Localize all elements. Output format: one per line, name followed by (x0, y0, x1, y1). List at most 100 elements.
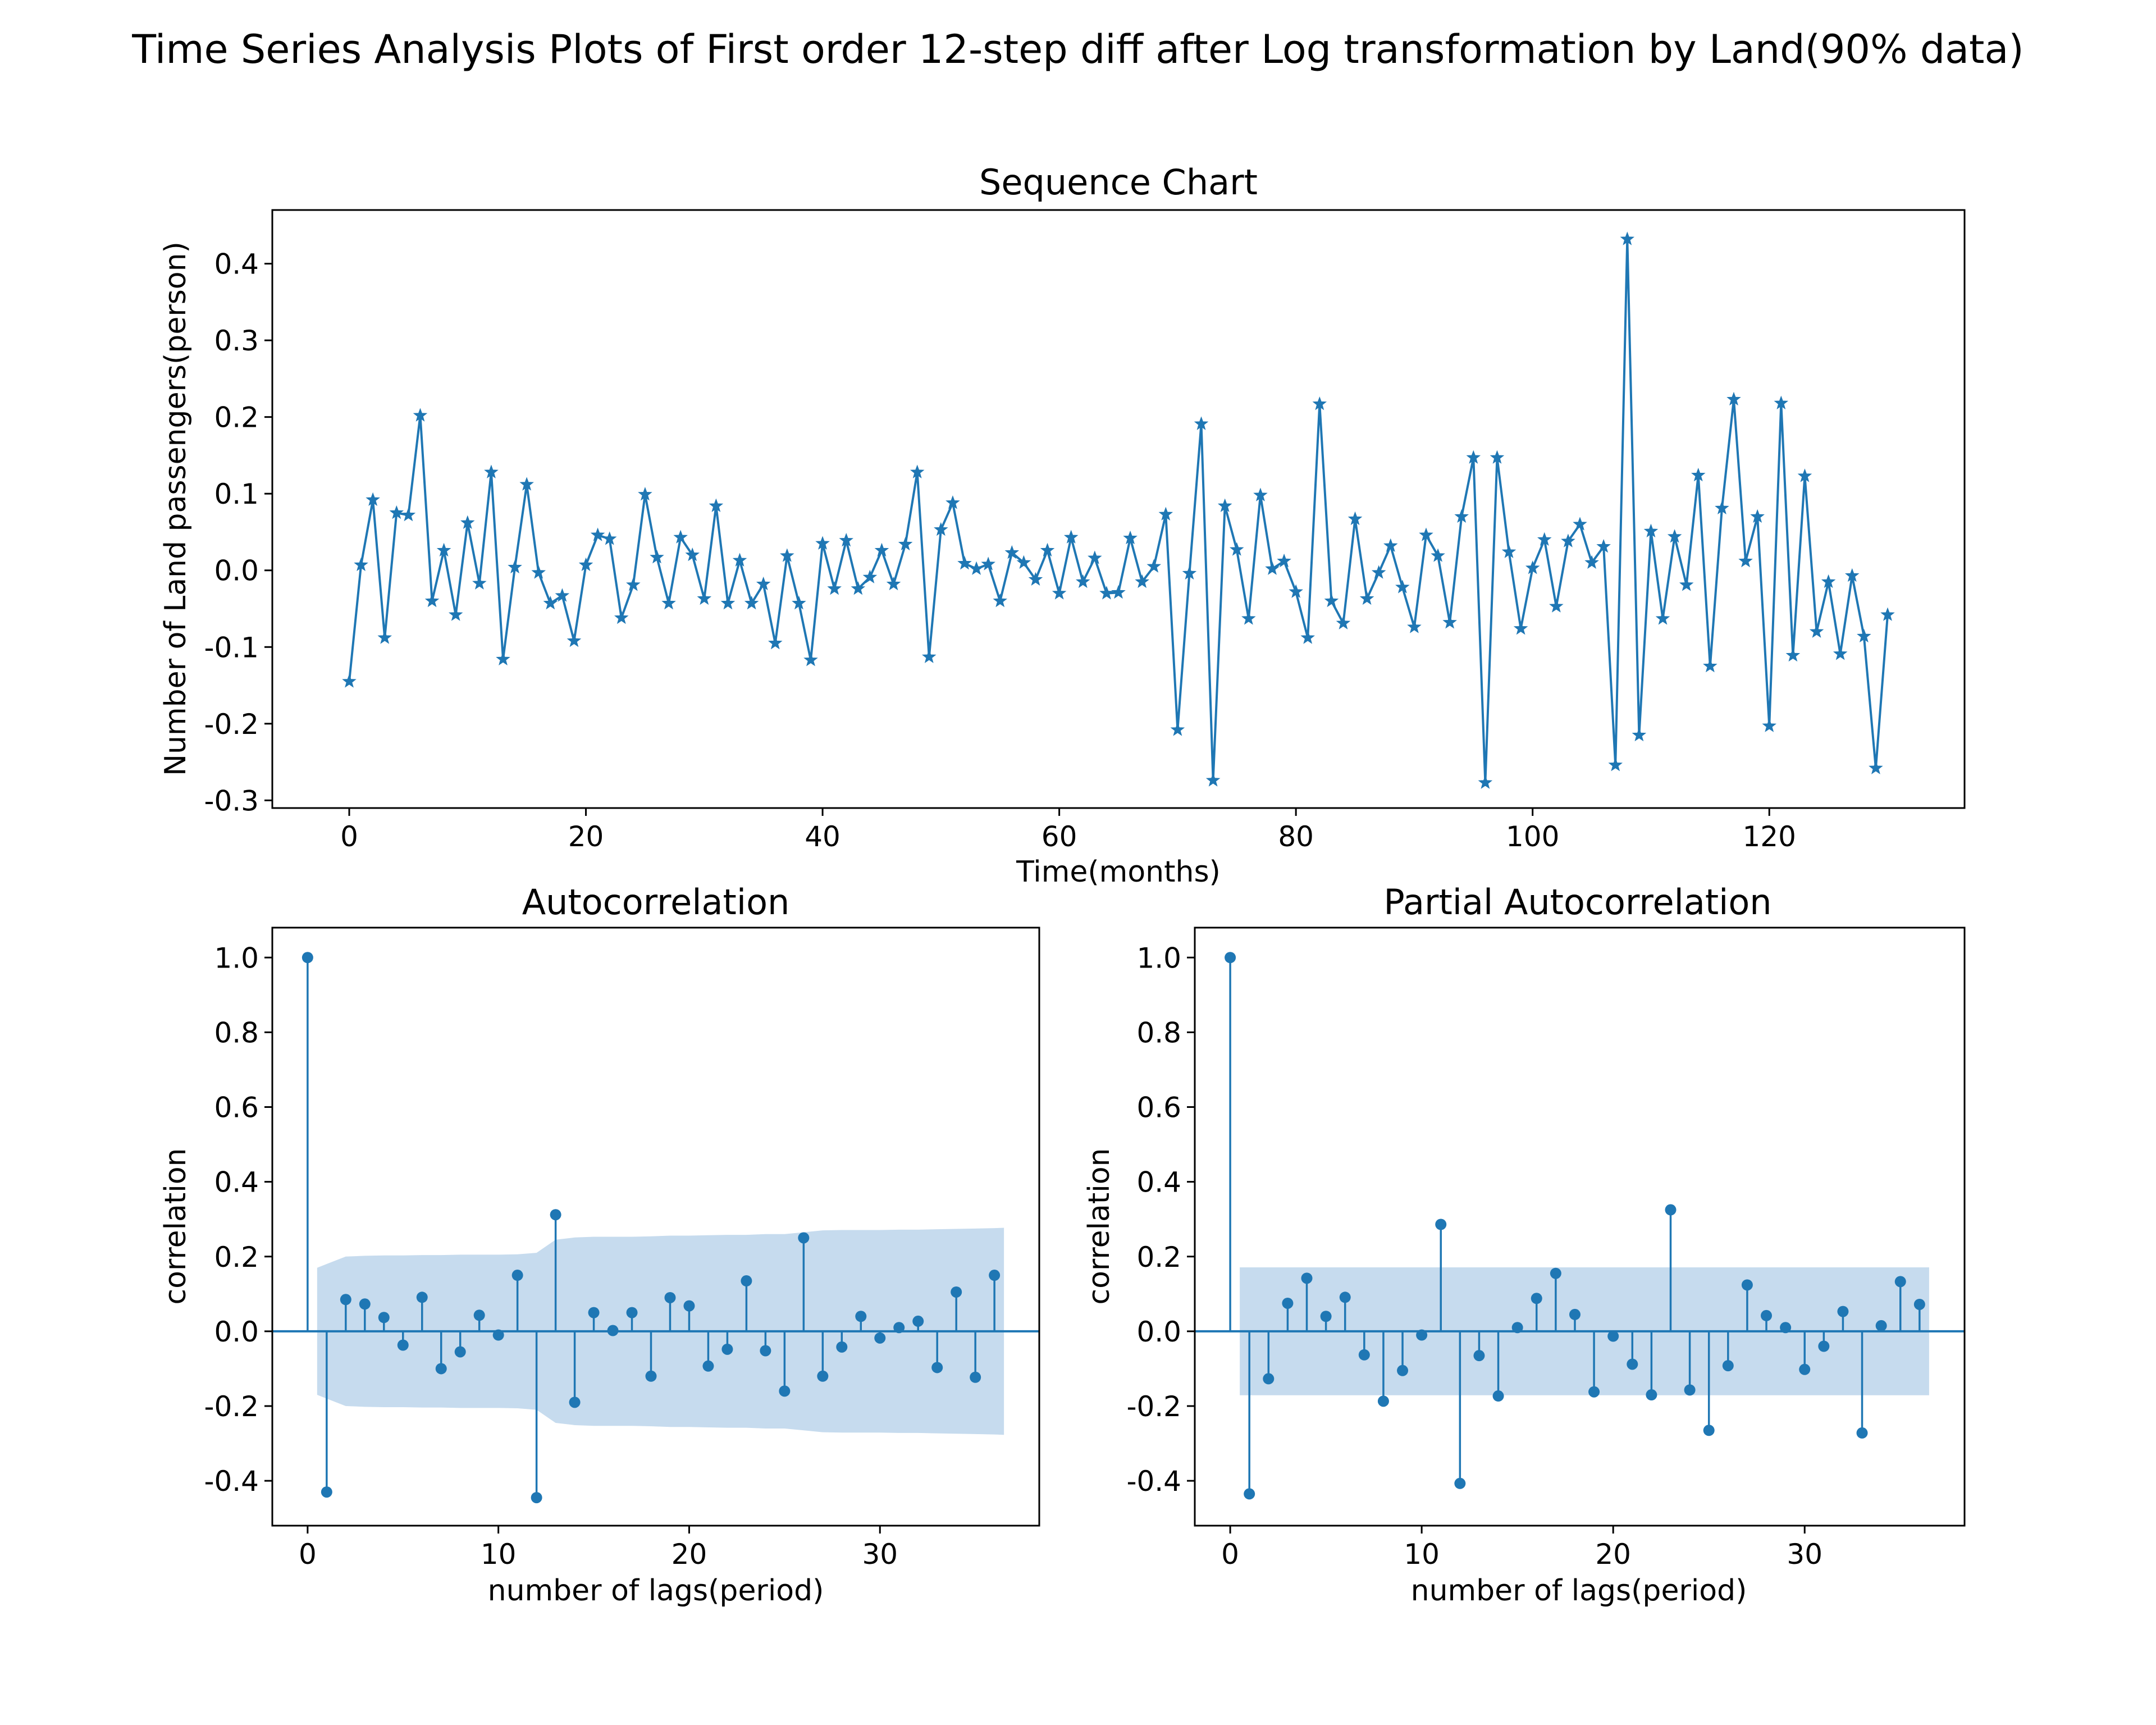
acf-stem-marker (626, 1307, 638, 1318)
sequence-star-marker (1478, 775, 1493, 789)
pacf-stem-marker (1473, 1350, 1485, 1362)
sequence-star-marker (1324, 593, 1339, 608)
sequence-x-tick-label: 0 (340, 820, 358, 853)
sequence-star-marker (638, 487, 652, 501)
sequence-star-marker (413, 408, 428, 422)
sequence-star-marker (1774, 395, 1789, 409)
sequence-star-marker (1383, 538, 1398, 552)
sequence-star-marker (1537, 532, 1552, 546)
acf-stem-marker (645, 1370, 657, 1382)
sequence-star-marker (898, 536, 913, 551)
sequence-star-marker (1075, 574, 1090, 588)
acf-stem-marker (435, 1363, 447, 1375)
sequence-star-marker (1750, 509, 1765, 523)
pacf-stem-marker (1492, 1390, 1504, 1402)
acf-y-tick-label: 1.0 (214, 942, 259, 974)
sequence-star-marker (1016, 555, 1031, 569)
sequence-star-marker (969, 561, 984, 575)
sequence-star-marker (389, 505, 404, 519)
sequence-star-marker (1300, 630, 1315, 644)
partial-autocorrelation-x-label: number of lags(period) (1411, 1574, 1747, 1608)
pacf-stem-marker (1761, 1309, 1773, 1321)
sequence-star-marker (1099, 586, 1114, 600)
sequence-star-marker (981, 556, 995, 571)
sequence-star-marker (1643, 523, 1659, 537)
pacf-stem-marker (1913, 1298, 1925, 1310)
pacf-y-tick-label: 0.6 (1136, 1092, 1181, 1124)
acf-stem-marker (550, 1209, 561, 1221)
sequence-star-marker (1857, 628, 1871, 643)
pacf-stem-marker (1511, 1322, 1523, 1334)
pacf-stem-marker (1894, 1276, 1906, 1288)
sequence-star-marker (1182, 565, 1197, 580)
acf-stem-marker (702, 1360, 714, 1372)
sequence-star-marker (1419, 527, 1433, 541)
acf-y-tick-label: -0.2 (204, 1390, 259, 1423)
autocorrelation-frame (271, 927, 1040, 1527)
sequence-star-marker (1205, 773, 1221, 787)
sequence-chart-frame (271, 209, 1966, 809)
pacf-stem-marker (1607, 1330, 1619, 1342)
autocorrelation-panel: Autocorrelation 0 10 20 30 -0.4 -0.2 0.0 0.2 0.… (159, 882, 1040, 1608)
sequence-star-marker (1691, 467, 1706, 482)
acf-stem-marker (855, 1311, 867, 1322)
pacf-stem-marker (1263, 1373, 1275, 1385)
acf-x-tick-label: 30 (862, 1538, 898, 1571)
acf-stem-marker (378, 1312, 390, 1324)
acf-stem-marker (836, 1341, 848, 1353)
autocorrelation-y-label: correlation (159, 1148, 193, 1304)
sequence-star-marker (744, 595, 759, 610)
sequence-x-tick-label: 120 (1743, 820, 1796, 853)
acf-y-tick-label: -0.4 (204, 1465, 259, 1498)
sequence-chart-y-label: Number of Land passengers(person) (159, 241, 193, 776)
sequence-star-marker (1194, 416, 1209, 430)
acf-stem-marker (721, 1343, 733, 1355)
acf-stem-marker (893, 1322, 905, 1334)
sequence-chart-panel: Sequence Chart 0 20 40 60 80 100 120 -0.3 -0.2 -… (159, 162, 1966, 889)
sequence-star-marker (768, 635, 783, 650)
sequence-y-tick-label: -0.3 (204, 784, 259, 817)
sequence-star-marker (555, 588, 570, 602)
pacf-stem-marker (1818, 1340, 1830, 1352)
pacf-stem-marker (1741, 1279, 1753, 1291)
sequence-star-marker (921, 649, 937, 663)
acf-x-tick-label: 20 (672, 1538, 707, 1571)
acf-stem-marker (874, 1332, 886, 1344)
pacf-stem-marker (1665, 1204, 1677, 1216)
sequence-star-marker (1241, 611, 1256, 625)
acf-stem-marker (454, 1346, 466, 1358)
sequence-star-marker (1573, 517, 1587, 531)
pacf-y-tick-label: 0.4 (1136, 1166, 1181, 1199)
sequence-star-marker (945, 495, 960, 509)
acf-stem-marker (760, 1345, 771, 1357)
sequence-star-marker (1407, 619, 1422, 633)
sequence-star-marker (1880, 607, 1895, 621)
pacf-stem-marker (1799, 1363, 1811, 1375)
sequence-star-marker (377, 630, 392, 644)
sequence-star-marker (1111, 585, 1126, 599)
acf-x-tick-label: 10 (481, 1538, 517, 1571)
sequence-y-tick-label: -0.1 (204, 631, 259, 664)
sequence-star-marker (827, 581, 842, 595)
sequence-star-marker (1336, 615, 1351, 629)
partial-autocorrelation-title: Partial Autocorrelation (1383, 882, 1771, 923)
pacf-stem-marker (1301, 1272, 1313, 1284)
sequence-star-marker (1395, 579, 1410, 594)
sequence-star-marker (1490, 450, 1505, 464)
acf-stem-marker (588, 1307, 600, 1318)
pacf-stem-marker (1416, 1329, 1428, 1341)
pacf-stem-marker (1377, 1395, 1389, 1407)
sequence-star-marker (1052, 586, 1067, 600)
sequence-star-marker (1347, 511, 1363, 526)
sequence-star-marker (567, 633, 582, 647)
sequence-star-marker (578, 557, 593, 572)
pacf-stem-marker (1588, 1386, 1600, 1398)
sequence-star-marker (460, 515, 475, 529)
sequence-star-marker (934, 522, 948, 536)
sequence-star-marker (472, 576, 487, 590)
sequence-star-marker (1146, 559, 1162, 573)
sequence-star-marker (1466, 450, 1481, 464)
sequence-star-marker (862, 569, 878, 583)
sequence-star-marker (1088, 550, 1102, 564)
